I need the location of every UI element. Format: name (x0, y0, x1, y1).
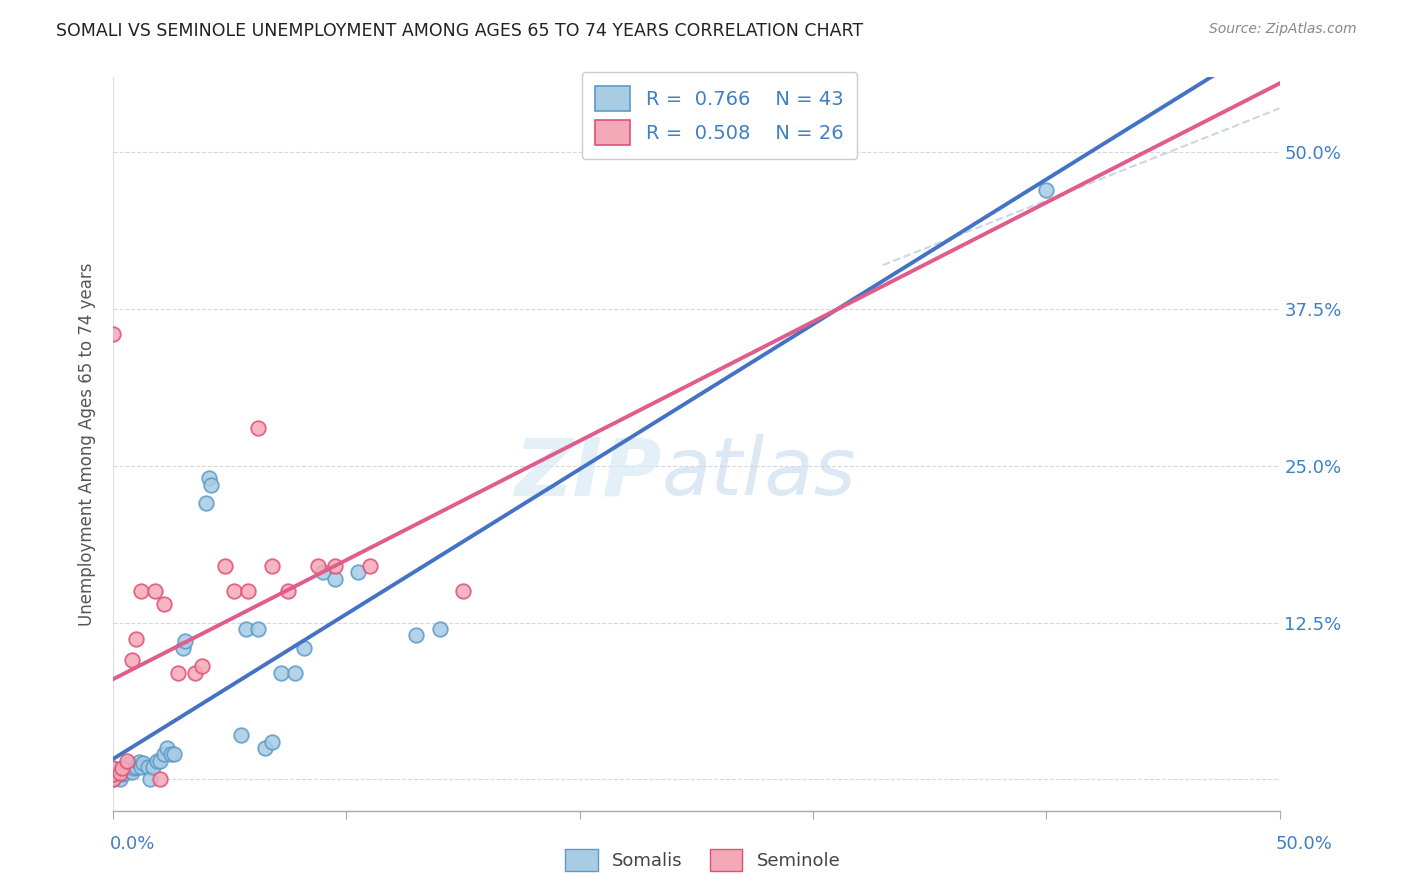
Point (197, 471, 219, 485)
Point (174, 634, 197, 648)
Point (121, 764, 143, 779)
Point (323, 572, 346, 586)
Point (142, 760, 165, 774)
Point (125, 760, 148, 774)
Text: Source: ZipAtlas.com: Source: ZipAtlas.com (1209, 22, 1357, 37)
Point (429, 622, 451, 636)
Point (149, 754, 172, 768)
Point (347, 566, 370, 580)
Point (136, 760, 159, 774)
Point (277, 584, 299, 599)
Point (253, 741, 276, 756)
Point (153, 747, 176, 762)
Point (224, 584, 246, 599)
Legend: R =  0.766    N = 43, R =  0.508    N = 26: R = 0.766 N = 43, R = 0.508 N = 26 (582, 72, 858, 159)
Text: SOMALI VS SEMINOLE UNEMPLOYMENT AMONG AGES 65 TO 74 YEARS CORRELATION CHART: SOMALI VS SEMINOLE UNEMPLOYMENT AMONG AG… (56, 22, 863, 40)
Point (238, 584, 260, 599)
Point (121, 653, 143, 667)
Point (155, 741, 177, 756)
Point (111, 767, 134, 781)
Point (260, 735, 283, 749)
Point (270, 665, 292, 680)
Point (190, 659, 212, 673)
Point (114, 766, 136, 780)
Point (312, 566, 335, 580)
Point (101, 767, 124, 781)
Point (183, 665, 205, 680)
Text: ZIP: ZIP (513, 434, 661, 512)
Point (153, 597, 176, 611)
Y-axis label: Unemployment Among Ages 65 to 74 years: Unemployment Among Ages 65 to 74 years (79, 262, 96, 625)
Point (101, 766, 124, 780)
Point (143, 584, 166, 599)
Point (214, 559, 236, 574)
Point (246, 421, 269, 435)
Point (200, 477, 222, 491)
Point (101, 327, 124, 342)
Point (323, 559, 346, 574)
Text: atlas: atlas (661, 434, 856, 512)
Point (1035, 183, 1057, 197)
Point (132, 756, 155, 770)
Text: 50.0%: 50.0% (1277, 835, 1333, 853)
Point (118, 757, 141, 772)
Point (108, 772, 131, 787)
Point (111, 761, 134, 775)
Point (129, 584, 152, 599)
Point (172, 640, 194, 655)
Point (115, 761, 138, 775)
Point (405, 628, 427, 642)
Point (101, 772, 124, 787)
Point (101, 761, 124, 775)
Point (160, 747, 183, 762)
Point (115, 754, 138, 768)
Point (101, 762, 124, 776)
Point (139, 772, 162, 787)
Point (284, 665, 307, 680)
Point (231, 728, 253, 742)
Point (129, 760, 152, 774)
Point (359, 559, 381, 574)
Point (292, 640, 315, 655)
Point (246, 622, 269, 636)
Point (260, 559, 283, 574)
Point (235, 622, 257, 636)
Legend: Somalis, Seminole: Somalis, Seminole (558, 842, 848, 879)
Point (101, 772, 124, 787)
Point (101, 768, 124, 782)
Point (122, 761, 145, 775)
Point (162, 747, 184, 762)
Point (108, 766, 131, 780)
Point (125, 632, 148, 646)
Point (451, 584, 474, 599)
Point (307, 559, 329, 574)
Point (149, 772, 172, 787)
Point (128, 755, 150, 769)
Point (146, 754, 169, 768)
Text: 0.0%: 0.0% (110, 835, 155, 853)
Point (195, 496, 218, 510)
Point (167, 665, 190, 680)
